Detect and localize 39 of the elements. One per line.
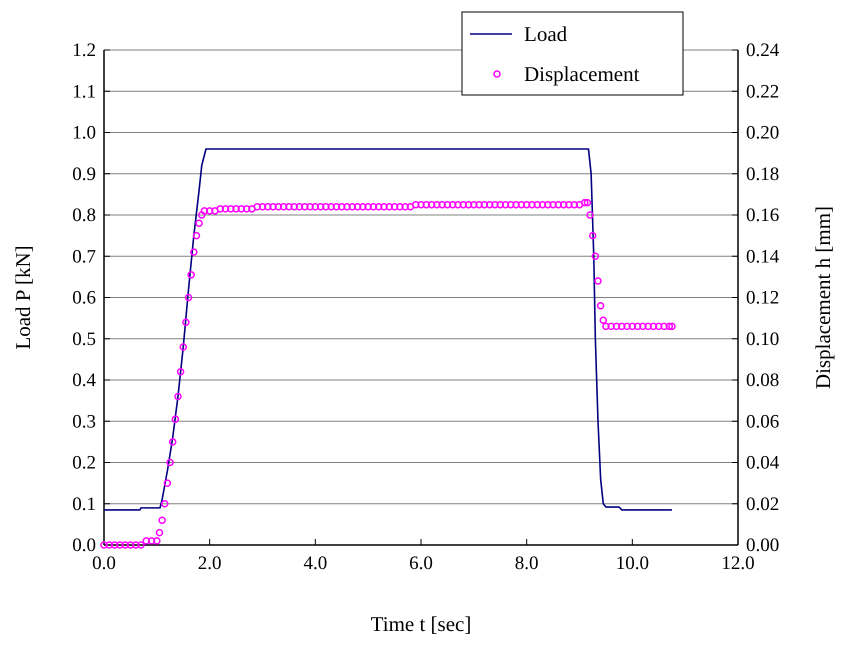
legend-label: Displacement <box>524 62 640 86</box>
x-tick-label: 4.0 <box>303 553 328 574</box>
x-tick-label: 10.0 <box>616 553 649 574</box>
y2-axis-title: Displacement h [mm] <box>811 206 835 390</box>
y2-tick-label: 0.14 <box>746 246 780 268</box>
y2-tick-label: 0.02 <box>746 494 780 515</box>
y-tick-label: 0.4 <box>72 370 96 391</box>
y2-tick-label: 0.08 <box>746 370 780 391</box>
legend-label: Load <box>524 22 568 46</box>
y-tick-label: 0.0 <box>72 535 96 556</box>
y-tick-label: 0.6 <box>72 288 96 308</box>
y2-tick-label: 0.24 <box>746 40 780 61</box>
y2-tick-label: 0.20 <box>746 122 780 144</box>
y2-tick-label: 0.00 <box>746 535 780 556</box>
x-tick-label: 6.0 <box>409 553 433 574</box>
y2-tick-label: 0.06 <box>746 411 780 432</box>
x-tick-label: 0.0 <box>92 553 116 574</box>
y-tick-label: 0.7 <box>72 246 96 268</box>
line-series <box>103 148 673 511</box>
y2-tick-label: 0.16 <box>746 205 780 226</box>
y-tick-label: 0.8 <box>72 205 96 226</box>
x-axis-title: Time t [sec] <box>370 612 472 636</box>
x-tick-label: 2.0 <box>198 553 222 574</box>
x-tick-label: 12.0 <box>721 553 755 574</box>
y2-tick-label: 0.12 <box>746 288 780 308</box>
y-tick-label: 0.1 <box>72 494 96 515</box>
y2-tick-label: 0.04 <box>746 452 780 474</box>
y-tick-label: 1.2 <box>72 40 96 61</box>
x-tick-label: 8.0 <box>514 553 539 574</box>
y2-tick-label: 0.18 <box>746 164 780 185</box>
y2-tick-label: 0.10 <box>746 328 780 350</box>
y-tick-label: 1.0 <box>72 122 96 144</box>
y2-tick-label: 0.22 <box>746 81 780 102</box>
y-tick-label: 0.9 <box>72 164 96 185</box>
y-tick-label: 1.1 <box>72 81 96 102</box>
y-tick-label: 0.5 <box>72 328 96 350</box>
y-tick-label: 0.3 <box>72 411 96 432</box>
y-tick-label: 0.2 <box>72 452 96 474</box>
y-axis-title: Load P [kN] <box>11 245 35 350</box>
